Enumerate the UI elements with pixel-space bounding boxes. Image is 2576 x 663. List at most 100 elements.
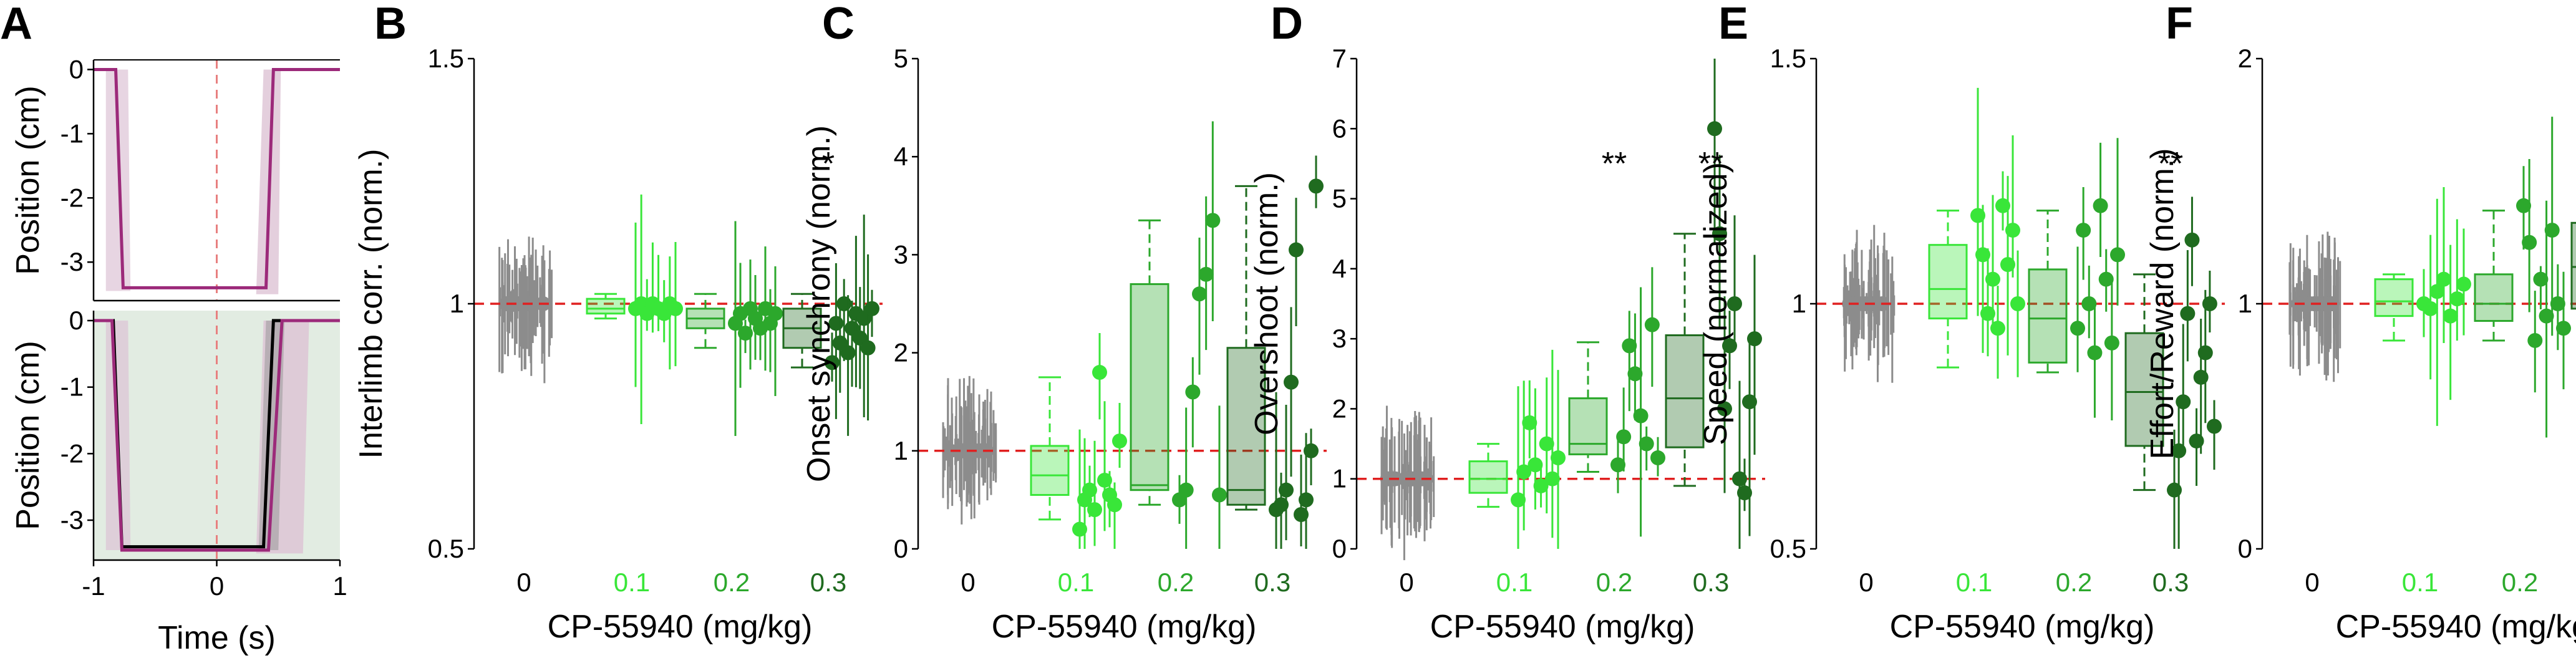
dose-0.2-group [1568,267,1665,537]
y-tick-label: 1 [1332,464,1347,493]
y-tick-label: 1.5 [428,44,464,73]
y-axis-label: Onset synchrony (norm.) [801,125,837,482]
x-axis-label: CP-55940 (mg/kg) [1430,609,1695,645]
subject-point [2010,296,2025,311]
box [2028,268,2068,364]
subject-point [2456,276,2471,292]
subject-point [1539,436,1554,452]
subject-point [1212,487,1227,503]
y-tick-label: -2 [61,438,84,468]
panel-c: C 0 1 2 3 4 5 Onset synchrony (norm.) 0 0.1 0.2 0.3… [801,0,1327,645]
subject-point [768,306,783,321]
subject-point [2449,291,2465,307]
y-tick-label: 5 [1332,184,1347,213]
y-tick-label: -1 [61,119,84,148]
dose-0.3-group [1665,59,1762,549]
panel-letter-e: E [1718,0,1748,49]
subject-point [1985,271,2000,287]
x-axis-label: Time (s) [158,620,276,656]
panel-letter-f: F [2166,0,2193,49]
subject-point [2104,335,2119,351]
subject-point [1707,121,1722,137]
subject-point [840,345,856,361]
panel-letter-b: B [374,0,407,49]
box [1568,397,1608,455]
subject-point [2171,443,2187,458]
subject-point [2550,296,2565,311]
subject-point [1097,472,1112,488]
subject-point [1082,482,1097,498]
subject-point [1980,306,1995,321]
subject-point [1610,457,1625,473]
box [1928,244,1968,320]
subject-point [2423,301,2438,316]
y-axis-label: Position (cm) [10,85,46,274]
dose-0-cluster [2288,231,2341,382]
subject-point [1717,401,1732,417]
dose-0-cluster [942,375,997,525]
category-label: 0.1 [1058,568,1094,597]
x-axis-label: CP-55940 (mg/kg) [992,609,1257,645]
y-tick-label: 2 [2238,44,2252,73]
dose-0.3-group [2124,196,2222,549]
subject-point [1192,286,1207,302]
subject-point [2184,232,2200,248]
panel-a-subplot-2: 0 -1 -2 -3 Position (cm) -1 0 1 Time (s) [10,306,347,656]
subject-point [2522,235,2537,250]
subject-point [1970,208,1985,223]
subject-point [1544,471,1560,486]
y-tick-label: -2 [61,183,84,212]
subject-point [1309,178,1324,194]
box [586,298,626,315]
y-tick-label: 5 [894,44,908,73]
subject-point [1633,408,1649,423]
panel-d: D ** ** 0 1 2 3 4 5 6 7 Overshoot (norm.) 0 0.1 0.2 0.3… [1249,0,1765,645]
category-label: 0.3 [1693,568,1729,597]
category-label: 0 [1399,568,1413,597]
y-axis-label: Interlimb corr. (norm.) [353,149,389,459]
box [2374,278,2414,317]
dose-0.2-group [2474,117,2571,438]
subject-point [2539,308,2554,324]
box [1665,334,1705,448]
dose-0-cluster [498,236,553,384]
subject-point [1087,502,1102,518]
y-tick-label: -3 [61,247,84,276]
category-label: 0.2 [714,568,750,597]
category-label: 0.1 [614,568,650,597]
dose-0.1-group [586,194,683,425]
y-tick-label: 7 [1332,44,1347,73]
dose-0.3-group [1226,155,1324,549]
subject-point [1737,485,1752,501]
significance-marker: ** [1602,146,1627,182]
category-label: 0 [2305,568,2319,597]
x-tick-label: -1 [82,571,105,601]
y-axis-label: Position (cm) [10,341,46,530]
subject-point [2081,296,2097,311]
subject-point [1533,478,1549,493]
subject-point [2436,271,2451,287]
subject-point [860,340,876,356]
subject-point [2202,296,2217,311]
panel-f: F 0 1 2 Effort/Reward (norm.) 0 0.1 0.2 0.3 CP-55… [2144,0,2576,645]
dose-0-point [498,296,514,311]
dose-0.2-group [685,221,783,436]
subject-point [2098,271,2114,287]
dose-0-point [972,443,987,458]
box [1030,445,1070,496]
subject-point [1627,366,1643,382]
subject-point [1995,198,2010,213]
x-tick-label: 1 [332,571,347,601]
dose-0-point [2302,296,2318,311]
subject-point [1107,497,1122,513]
y-tick-label: 2 [894,338,908,367]
subject-point [1747,331,1762,347]
box [1226,347,1266,506]
subject-point [1178,482,1194,498]
y-tick-label: 1 [450,289,464,318]
y-tick-label: 0 [894,534,908,563]
y-tick-label: 1 [1792,289,1806,318]
subject-point [1279,482,1294,498]
subject-point [2533,271,2549,287]
